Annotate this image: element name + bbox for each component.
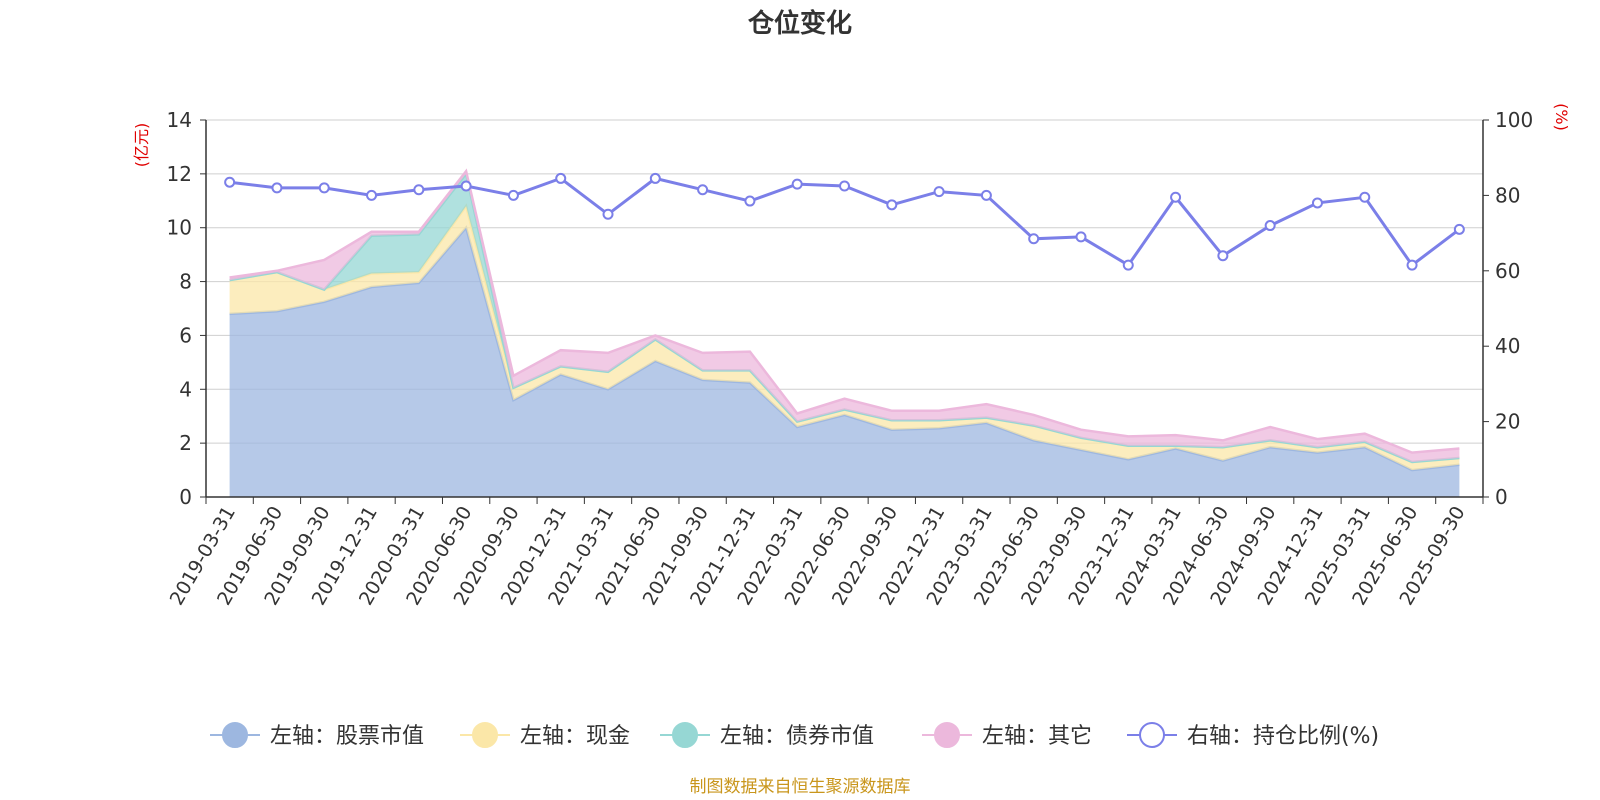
ratio-point [271, 182, 283, 194]
ratio-point [1453, 223, 1465, 235]
right-axis-tick-label: 40 [1495, 334, 1520, 358]
legend-label: 左轴：现金 [520, 724, 630, 749]
legend-item: 右轴：持仓比例(%) [1127, 722, 1379, 749]
area-edge-左轴：其它 [229, 168, 1460, 454]
legend-item: 左轴：现金 [460, 722, 630, 749]
left-axis-tick-label: 10 [167, 216, 192, 240]
left-axis-tick-label: 2 [179, 431, 192, 455]
ratio-point [460, 180, 472, 192]
left-axis-tick-label: 12 [167, 162, 192, 186]
chart-title: 仓位变化 [747, 8, 852, 39]
legend: 左轴：股票市值 左轴：现金 左轴：债券市值 左轴：其它 右轴：持仓比例(%) [210, 722, 1379, 749]
legend-item: 左轴：债券市值 [660, 722, 874, 749]
ratio-point [697, 184, 709, 196]
right-axis-tick-label: 20 [1495, 410, 1520, 434]
area-左轴：股票市值 [229, 227, 1460, 497]
ratio-point [1359, 191, 1371, 203]
stacked-areas [229, 168, 1460, 497]
legend-label: 左轴：其它 [982, 724, 1092, 749]
ratio-point [886, 199, 898, 211]
left-axis-unit: (亿元) [132, 123, 151, 168]
ratio-point [1122, 259, 1134, 271]
ratio-point [1170, 191, 1182, 203]
ratio-point [649, 172, 661, 184]
right-axis-unit: (%) [1552, 103, 1571, 131]
ratio-point [839, 180, 850, 192]
left-axis-tick-label: 0 [179, 485, 192, 509]
ratio-point [224, 176, 236, 188]
legend-swatch-marker [1139, 722, 1165, 748]
legend-swatch-marker [672, 722, 698, 748]
ratio-point [1028, 233, 1040, 245]
ratio-point [602, 208, 614, 220]
right-axis-tick-label: 100 [1495, 108, 1533, 132]
right-axis-tick-label: 60 [1495, 259, 1520, 283]
left-axis-tick-label: 14 [167, 108, 192, 132]
ratio-point [1406, 259, 1418, 271]
ratio-point [507, 189, 519, 201]
ratio-point [1264, 220, 1276, 232]
right-axis-tick-label: 80 [1495, 183, 1520, 207]
ratio-point [1217, 250, 1229, 262]
ratio-point [413, 184, 425, 196]
left-axis-tick-label: 4 [179, 377, 192, 401]
ratio-point [366, 189, 378, 201]
legend-swatch-marker [934, 722, 960, 748]
ratio-point [933, 186, 945, 198]
legend-swatch-marker [472, 722, 498, 748]
ratio-point [1311, 197, 1323, 209]
ratio-point [744, 195, 756, 207]
left-axis-tick-label: 6 [179, 323, 192, 347]
legend-label: 右轴：持仓比例(%) [1187, 724, 1379, 749]
ratio-point [980, 189, 992, 201]
legend-label: 左轴：债券市值 [720, 724, 874, 749]
source-note: 制图数据来自恒生聚源数据库 [690, 777, 911, 797]
ratio-point [555, 172, 567, 184]
legend-item: 左轴：其它 [922, 722, 1092, 749]
legend-swatch-marker [222, 722, 248, 748]
right-axis-tick-label: 0 [1495, 485, 1508, 509]
left-axis-tick-label: 8 [179, 270, 192, 294]
ratio-point [791, 178, 803, 190]
ratio-point [1075, 231, 1087, 243]
ratio-point [318, 182, 330, 194]
legend-item: 左轴：股票市值 [210, 722, 424, 749]
legend-label: 左轴：股票市值 [270, 724, 424, 749]
ratio-line-series [224, 172, 1465, 271]
area-左轴：其它 [229, 171, 1460, 462]
